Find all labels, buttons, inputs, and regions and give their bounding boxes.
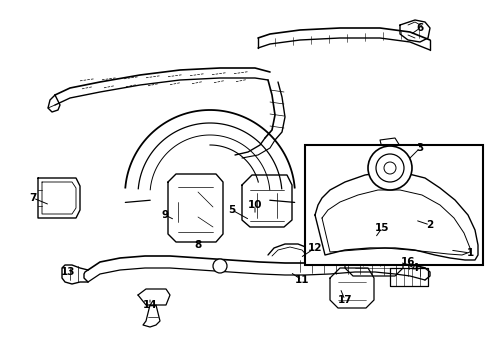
Text: 15: 15: [375, 223, 389, 233]
Text: 7: 7: [29, 193, 37, 203]
Text: 17: 17: [338, 295, 352, 305]
Text: 6: 6: [416, 23, 424, 33]
Circle shape: [376, 154, 404, 182]
Text: 10: 10: [248, 200, 262, 210]
Text: 2: 2: [426, 220, 434, 230]
Circle shape: [368, 146, 412, 190]
Text: 12: 12: [308, 243, 322, 253]
Circle shape: [384, 162, 396, 174]
Text: 9: 9: [161, 210, 169, 220]
Bar: [305, 145, 483, 265]
Circle shape: [213, 259, 227, 273]
Text: 16: 16: [401, 257, 415, 267]
Text: 13: 13: [61, 267, 75, 277]
Text: 3: 3: [416, 143, 424, 153]
Text: 4: 4: [411, 263, 418, 273]
Text: 5: 5: [228, 205, 236, 215]
Text: 8: 8: [195, 240, 201, 250]
Text: 11: 11: [295, 275, 309, 285]
Text: 14: 14: [143, 300, 157, 310]
Text: 1: 1: [466, 248, 474, 258]
